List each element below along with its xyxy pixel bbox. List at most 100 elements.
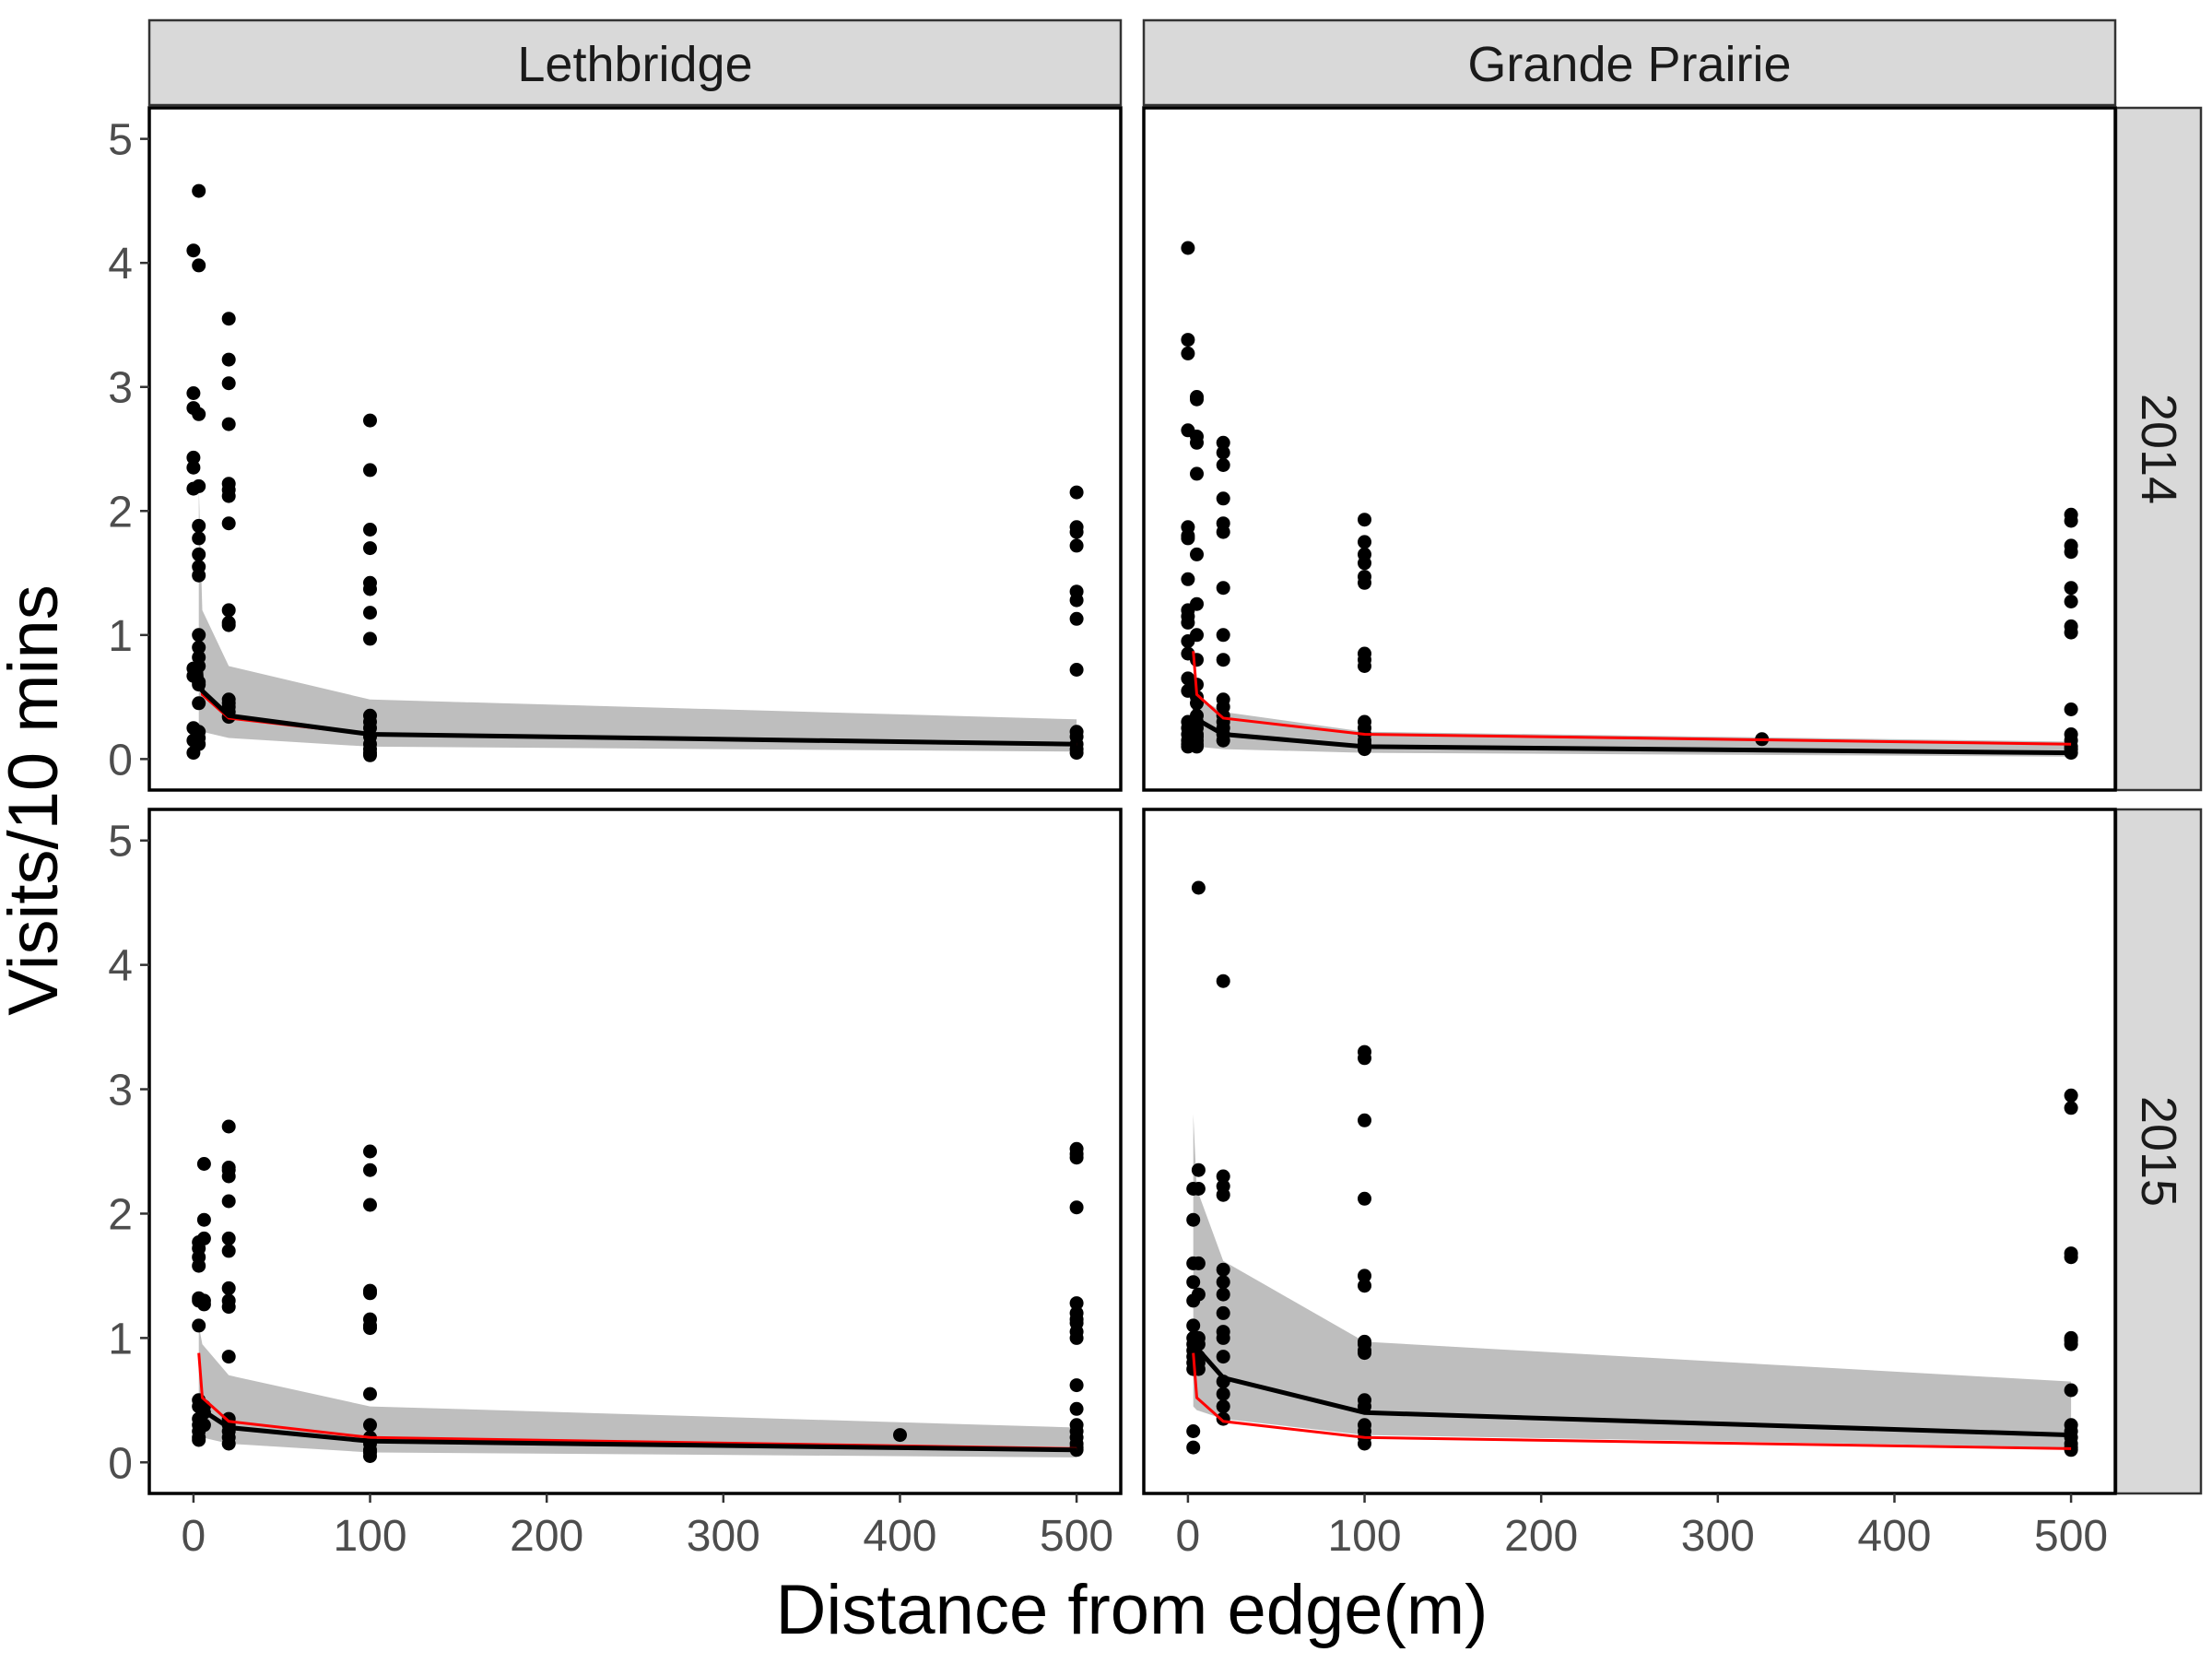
data-point <box>1216 1262 1230 1277</box>
data-point <box>1216 1169 1230 1184</box>
data-point <box>363 748 377 762</box>
strip-row-1 <box>2114 106 2203 792</box>
data-point <box>1216 525 1230 539</box>
strip-row-2 <box>2114 808 2203 1495</box>
x-tick-label: 300 <box>687 1512 760 1561</box>
data-point <box>221 376 236 391</box>
data-point <box>1069 663 1084 677</box>
data-point <box>192 478 206 493</box>
fit-line <box>196 643 1077 747</box>
x-tick-label: 100 <box>333 1512 406 1561</box>
fit-line <box>1191 1342 2072 1438</box>
y-tick-label: 5 <box>108 116 133 165</box>
data-point <box>1190 547 1204 561</box>
data-point <box>192 1318 206 1333</box>
data-point <box>1358 1269 1371 1283</box>
data-point <box>1358 1346 1371 1361</box>
data-point <box>2064 513 2078 528</box>
panel-4: 0 100 200 300 400 500 <box>1142 808 2117 1561</box>
data-point <box>192 1258 206 1273</box>
data-point <box>2064 1337 2078 1351</box>
x-tick-label: 200 <box>510 1512 583 1561</box>
data-point <box>1181 615 1195 630</box>
data-point <box>1191 1287 1206 1302</box>
data-point <box>1069 746 1084 761</box>
data-point <box>186 450 201 465</box>
data-point <box>1190 653 1204 667</box>
reference-line <box>1192 1352 2072 1450</box>
data-point <box>196 1157 211 1171</box>
data-point <box>186 460 201 475</box>
x-axis-title: Distance from edge(m) <box>776 1571 1488 1649</box>
x-tick-label: 500 <box>2034 1512 2108 1561</box>
data-point <box>1191 1182 1206 1196</box>
data-point <box>2064 1088 2078 1103</box>
data-point <box>1069 1296 1084 1311</box>
y-tick-label: 4 <box>108 240 133 289</box>
data-point <box>1216 1187 1230 1202</box>
strip-col-2-label: Grande Prairie <box>1467 37 1791 92</box>
data-point <box>192 1433 206 1447</box>
data-point <box>363 1286 377 1301</box>
data-point <box>363 631 377 646</box>
confidence-ribbon <box>1193 684 2072 757</box>
reference-line <box>197 1352 1077 1450</box>
data-point <box>221 417 236 431</box>
data-point <box>1181 572 1195 586</box>
y-axis-title: Visits/10 mins <box>0 584 73 1015</box>
data-point <box>1191 1162 1206 1177</box>
data-point <box>1190 596 1204 611</box>
data-point <box>2064 595 2078 608</box>
data-point <box>1216 628 1230 643</box>
data-point <box>192 547 206 561</box>
data-point <box>363 1162 377 1177</box>
data-point <box>1216 458 1230 472</box>
x-tick-label: 0 <box>1176 1512 1201 1561</box>
data-point <box>221 1119 236 1134</box>
data-point <box>196 1212 211 1227</box>
data-point <box>1186 1424 1201 1438</box>
data-point <box>192 518 206 533</box>
data-point <box>1186 1212 1201 1227</box>
strip-col-1-label: Lethbridge <box>517 37 752 92</box>
data-point <box>221 1194 236 1209</box>
data-point <box>1358 1113 1371 1127</box>
x-tick-label: 200 <box>1504 1512 1578 1561</box>
data-point <box>1190 466 1204 481</box>
data-point <box>363 1418 377 1433</box>
data-point <box>196 1297 211 1312</box>
data-point <box>1216 1399 1230 1414</box>
data-point <box>1216 1330 1230 1345</box>
data-point <box>1358 1051 1371 1066</box>
reference-line <box>1192 651 2072 746</box>
data-point <box>192 737 206 751</box>
data-point <box>1069 525 1084 539</box>
data-point <box>363 1198 377 1212</box>
y-tick-label: 2 <box>108 1190 133 1239</box>
data-point <box>1216 1387 1230 1401</box>
data-point <box>196 1231 211 1245</box>
data-point <box>221 1244 236 1258</box>
data-point <box>363 1144 377 1159</box>
data-point <box>1358 513 1371 527</box>
data-point <box>1216 1287 1230 1302</box>
data-point <box>1216 491 1230 506</box>
x-tick-label: 0 <box>182 1512 206 1561</box>
data-point <box>1216 1275 1230 1290</box>
strip-col-2 <box>1142 18 2117 107</box>
data-point <box>363 606 377 620</box>
panel-border <box>147 808 1123 1495</box>
data-point <box>363 582 377 596</box>
panel-border <box>1142 106 2117 792</box>
y-tick-label: 1 <box>108 1315 133 1363</box>
data-point <box>363 413 377 428</box>
data-point <box>221 1231 236 1245</box>
data-point <box>1069 485 1084 500</box>
data-point <box>221 489 236 503</box>
data-point <box>221 1280 236 1295</box>
data-point <box>1069 1200 1084 1215</box>
data-point <box>221 1169 236 1184</box>
data-point <box>2064 702 2078 716</box>
data-point <box>1216 581 1230 596</box>
